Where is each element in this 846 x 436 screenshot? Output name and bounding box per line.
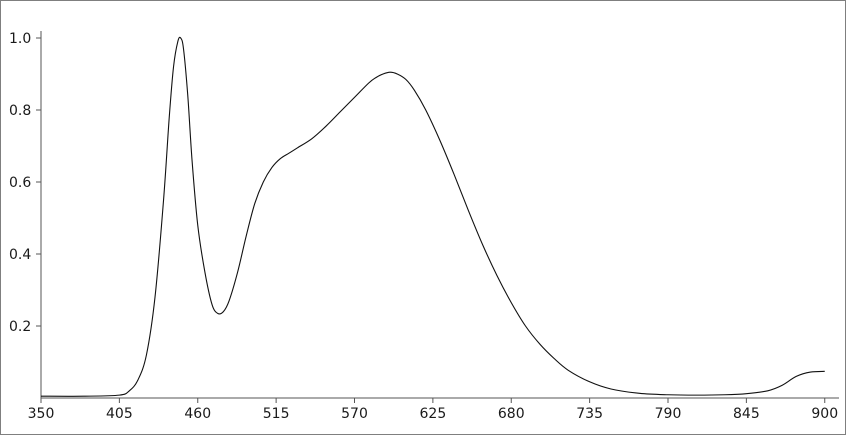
y-tick-label: 0.4: [9, 247, 31, 263]
x-tick-label: 680: [498, 406, 525, 422]
x-tick-label: 735: [576, 406, 603, 422]
x-tick-label: 900: [811, 406, 838, 422]
x-tick-label: 515: [263, 406, 290, 422]
y-tick-label: 0.2: [9, 319, 31, 335]
x-tick-label: 570: [341, 406, 368, 422]
series-group: [40, 36, 825, 397]
x-tick-label: 625: [420, 406, 447, 422]
y-tick-label: 0.8: [9, 103, 31, 119]
y-axis: 0.2 0.4 0.6 0.8 1.0: [9, 31, 42, 398]
x-tick-label: 845: [733, 406, 760, 422]
x-tick-label: 350: [28, 406, 55, 422]
y-tick-label: 0.6: [9, 175, 31, 191]
series-line: [40, 36, 825, 397]
x-axis: 350 405 460 515 570 625 680 735 790 845 900: [28, 397, 839, 422]
x-tick-label: 460: [184, 406, 211, 422]
x-tick-label: 405: [106, 406, 133, 422]
y-tick-label: 1.0: [9, 31, 31, 47]
x-tick-label: 790: [655, 406, 682, 422]
